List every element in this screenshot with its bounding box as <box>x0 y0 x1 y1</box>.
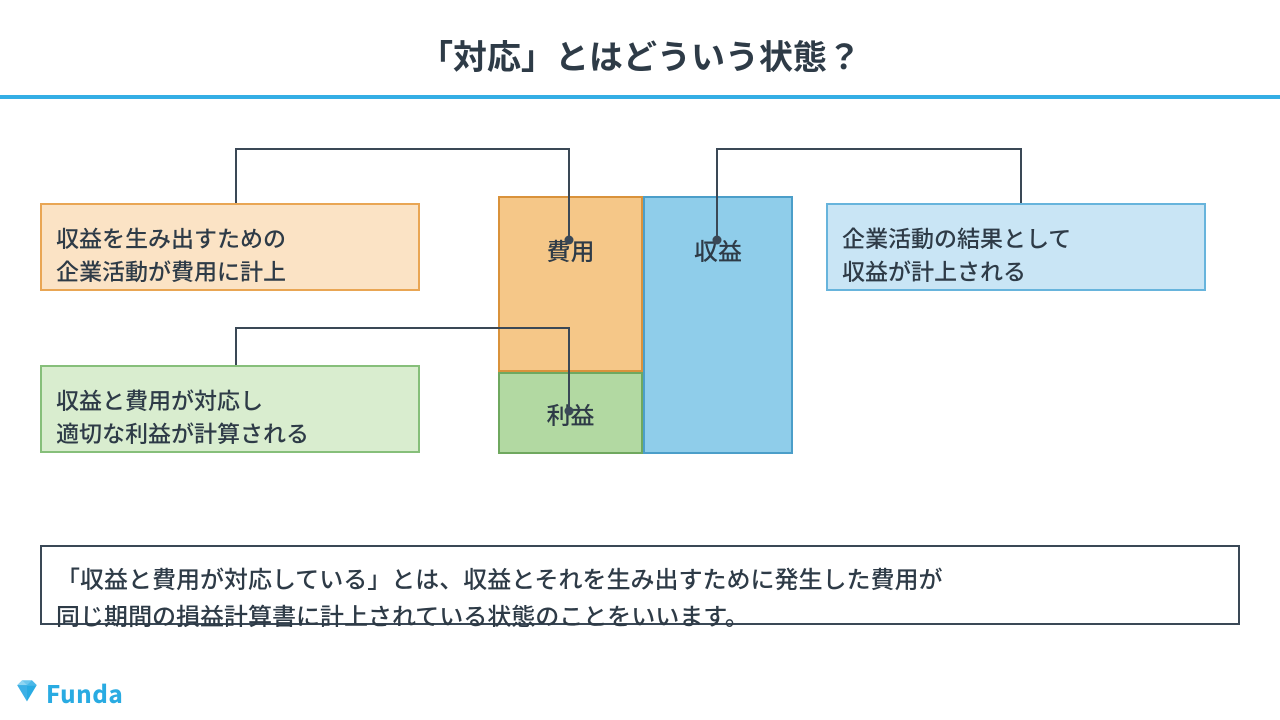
brand-logo-text: Funda <box>46 675 123 710</box>
connector-profit-seg-v1 <box>235 327 237 365</box>
brand-logo: Funda <box>14 675 123 710</box>
connector-cost-seg-h <box>235 148 570 150</box>
callout-cost-line1: 収益を生み出すための <box>56 221 404 254</box>
page-title: 「対応」とはどういう状態？ <box>0 30 1280 79</box>
description-line1: 「収益と費用が対応している」とは、収益とそれを生み出すために発生した費用が <box>56 559 1224 596</box>
connector-cost-seg-v2 <box>568 148 570 240</box>
connector-cost-dot <box>565 236 574 245</box>
callout-cost-line2: 企業活動が費用に計上 <box>56 254 404 287</box>
connector-revenue-seg-h <box>716 148 1022 150</box>
description-box: 「収益と費用が対応している」とは、収益とそれを生み出すために発生した費用が 同じ… <box>40 545 1240 625</box>
callout-revenue: 企業活動の結果として 収益が計上される <box>826 203 1206 291</box>
callout-revenue-line2: 収益が計上される <box>842 254 1190 287</box>
callout-profit-line2: 適切な利益が計算される <box>56 416 404 449</box>
connector-revenue-seg-v1 <box>1020 148 1022 203</box>
callout-profit-line1: 収益と費用が対応し <box>56 383 404 416</box>
connector-cost-seg-v1 <box>235 148 237 203</box>
title-divider <box>0 95 1280 99</box>
connector-revenue-seg-v2 <box>716 148 718 240</box>
description-line2: 同じ期間の損益計算書に計上されている状態のことをいいます。 <box>56 596 1224 633</box>
connector-revenue-dot <box>713 236 722 245</box>
callout-cost: 収益を生み出すための 企業活動が費用に計上 <box>40 203 420 291</box>
connector-profit-dot <box>565 407 574 416</box>
connector-profit-seg-v2 <box>568 327 570 411</box>
diamond-icon <box>14 675 40 710</box>
callout-profit: 収益と費用が対応し 適切な利益が計算される <box>40 365 420 453</box>
connector-profit-seg-h <box>235 327 570 329</box>
callout-revenue-line1: 企業活動の結果として <box>842 221 1190 254</box>
block-cost: 費用 <box>498 196 643 372</box>
